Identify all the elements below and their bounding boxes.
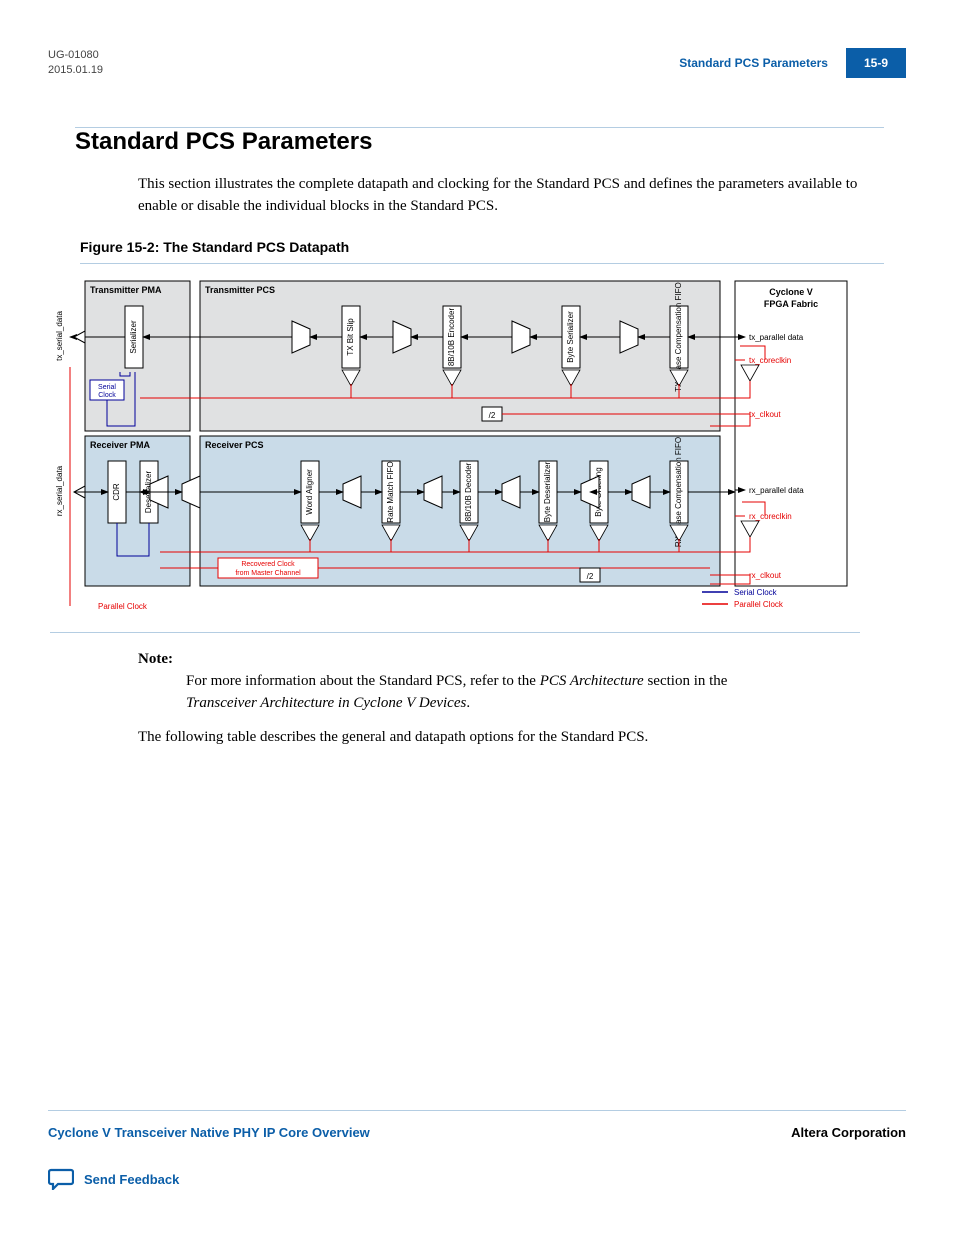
- svg-text:from Master Channel: from Master Channel: [235, 570, 301, 577]
- svg-text:/2: /2: [587, 572, 594, 581]
- note-tail: .: [466, 695, 470, 711]
- svg-text:TX Bit Slip: TX Bit Slip: [346, 318, 355, 356]
- intro-paragraph: This section illustrates the complete da…: [138, 174, 884, 218]
- svg-text:Cyclone V: Cyclone V: [769, 287, 813, 297]
- svg-text:Rate Match FIFO: Rate Match FIFO: [386, 462, 395, 523]
- svg-text:Byte Serializer: Byte Serializer: [566, 311, 575, 363]
- send-feedback-link[interactable]: Send Feedback: [48, 1168, 906, 1190]
- svg-text:Parallel Clock: Parallel Clock: [734, 600, 784, 609]
- note-em-1: PCS Architecture: [540, 673, 644, 689]
- svg-text:Serial Clock: Serial Clock: [734, 588, 778, 597]
- figure-caption: Figure 15-2: The Standard PCS Datapath: [80, 239, 884, 264]
- svg-text:CDR: CDR: [112, 483, 121, 501]
- svg-text:Receiver PMA: Receiver PMA: [90, 440, 151, 450]
- page-header: UG-01080 2015.01.19 Standard PCS Paramet…: [0, 0, 954, 99]
- svg-text:tx_parallel data: tx_parallel data: [749, 333, 804, 342]
- footer-row: Cyclone V Transceiver Native PHY IP Core…: [48, 1111, 906, 1140]
- svg-text:Byte Deserializer: Byte Deserializer: [543, 462, 552, 523]
- svg-text:Serial: Serial: [98, 384, 116, 391]
- doc-id: UG-01080: [48, 48, 103, 63]
- note-label: Note:: [138, 651, 173, 667]
- svg-text:Transmitter PCS: Transmitter PCS: [205, 285, 275, 295]
- doc-date: 2015.01.19: [48, 63, 103, 78]
- svg-text:rx_serial_data: rx_serial_data: [55, 466, 64, 517]
- pcs-datapath-svg: Transmitter PMA Transmitter PCS Receiver P…: [50, 276, 860, 621]
- svg-text:FPGA Fabric: FPGA Fabric: [764, 299, 818, 309]
- figure-diagram: Transmitter PMA Transmitter PCS Receiver P…: [50, 276, 860, 633]
- svg-text:rx_clkout: rx_clkout: [749, 571, 782, 580]
- note-text-1: For more information about the Standard …: [186, 673, 540, 689]
- svg-text:Word Aligner: Word Aligner: [305, 469, 314, 515]
- svg-text:Clock: Clock: [98, 392, 116, 399]
- note-block: Note: For more information about the Sta…: [138, 649, 884, 714]
- svg-text:8B/10B Decoder: 8B/10B Decoder: [464, 463, 473, 522]
- section-link[interactable]: Standard PCS Parameters: [679, 56, 828, 70]
- note-body: For more information about the Standard …: [186, 671, 884, 715]
- footer-left-link[interactable]: Cyclone V Transceiver Native PHY IP Core…: [48, 1125, 370, 1140]
- svg-text:Receiver PCS: Receiver PCS: [205, 440, 264, 450]
- svg-text:8B/10B Encoder: 8B/10B Encoder: [447, 308, 456, 367]
- feedback-icon: [48, 1168, 74, 1190]
- after-note-paragraph: The following table describes the genera…: [138, 727, 884, 749]
- header-right: Standard PCS Parameters 15-9: [679, 48, 906, 78]
- svg-text:tx_serial_data: tx_serial_data: [55, 311, 64, 361]
- svg-text:rx_parallel data: rx_parallel data: [749, 486, 804, 495]
- svg-text:Recovered Clock: Recovered Clock: [241, 561, 295, 568]
- page-footer: Cyclone V Transceiver Native PHY IP Core…: [0, 1080, 954, 1190]
- page-number-badge: 15-9: [846, 48, 906, 78]
- footer-right: Altera Corporation: [791, 1125, 906, 1140]
- feedback-label: Send Feedback: [84, 1172, 179, 1187]
- svg-text:/2: /2: [489, 411, 496, 420]
- note-em-2: Transceiver Architecture in Cyclone V De…: [186, 695, 466, 711]
- svg-text:Serializer: Serializer: [129, 320, 138, 354]
- note-text-1b: section in the: [644, 673, 728, 689]
- svg-text:tx_clkout: tx_clkout: [749, 410, 781, 419]
- svg-text:rx_coreclkin: rx_coreclkin: [749, 512, 792, 521]
- page-title: Standard PCS Parameters: [75, 127, 884, 156]
- svg-text:Transmitter PMA: Transmitter PMA: [90, 285, 162, 295]
- doc-meta: UG-01080 2015.01.19: [48, 48, 103, 79]
- svg-text:tx_coreclkin: tx_coreclkin: [749, 356, 791, 365]
- main-content: Standard PCS Parameters This section ill…: [0, 127, 954, 749]
- svg-text:Parallel Clock: Parallel Clock: [98, 602, 148, 611]
